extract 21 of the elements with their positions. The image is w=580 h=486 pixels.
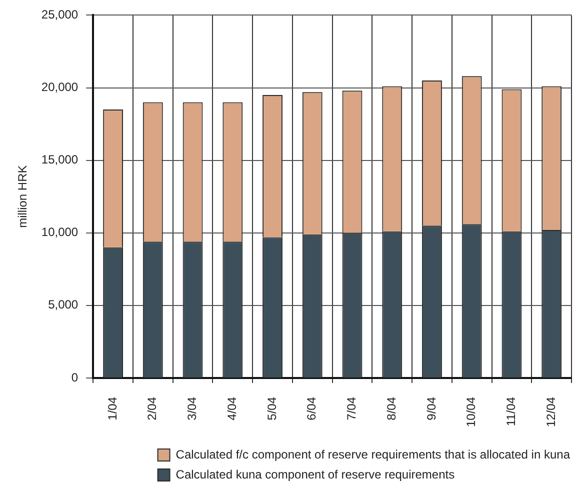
x-tick-label: 2/04 bbox=[145, 396, 160, 420]
y-tick-label: 5,000 bbox=[48, 298, 78, 312]
y-tick-label: 0 bbox=[71, 370, 78, 384]
y-tick-label: 15,000 bbox=[41, 152, 78, 167]
x-tick-label: 1/04 bbox=[105, 396, 120, 420]
y-axis-title: million HRK bbox=[16, 165, 30, 228]
x-tick-label: 5/04 bbox=[264, 396, 279, 420]
y-tick-label: 10,000 bbox=[41, 225, 78, 240]
y-tick-label: 20,000 bbox=[41, 80, 78, 94]
y-tick-label: 25,000 bbox=[41, 8, 78, 22]
x-tick-label: 10/04 bbox=[464, 396, 478, 427]
x-tick-label: 6/04 bbox=[304, 396, 319, 420]
x-tick-label: 12/04 bbox=[544, 396, 558, 427]
x-tick-label: 8/04 bbox=[384, 396, 398, 420]
legend-label: Calculated kuna component of reserve requirements bbox=[176, 467, 455, 482]
legend-label: Calculated f/c component of reserve requirements that is allocated in kuna bbox=[176, 447, 570, 462]
x-tick-label: 11/04 bbox=[504, 396, 518, 426]
x-tick-label: 3/04 bbox=[185, 396, 200, 420]
x-tick-label: 4/04 bbox=[224, 396, 239, 420]
x-tick-label: 9/04 bbox=[424, 396, 438, 420]
x-tick-label: 7/04 bbox=[344, 396, 359, 420]
